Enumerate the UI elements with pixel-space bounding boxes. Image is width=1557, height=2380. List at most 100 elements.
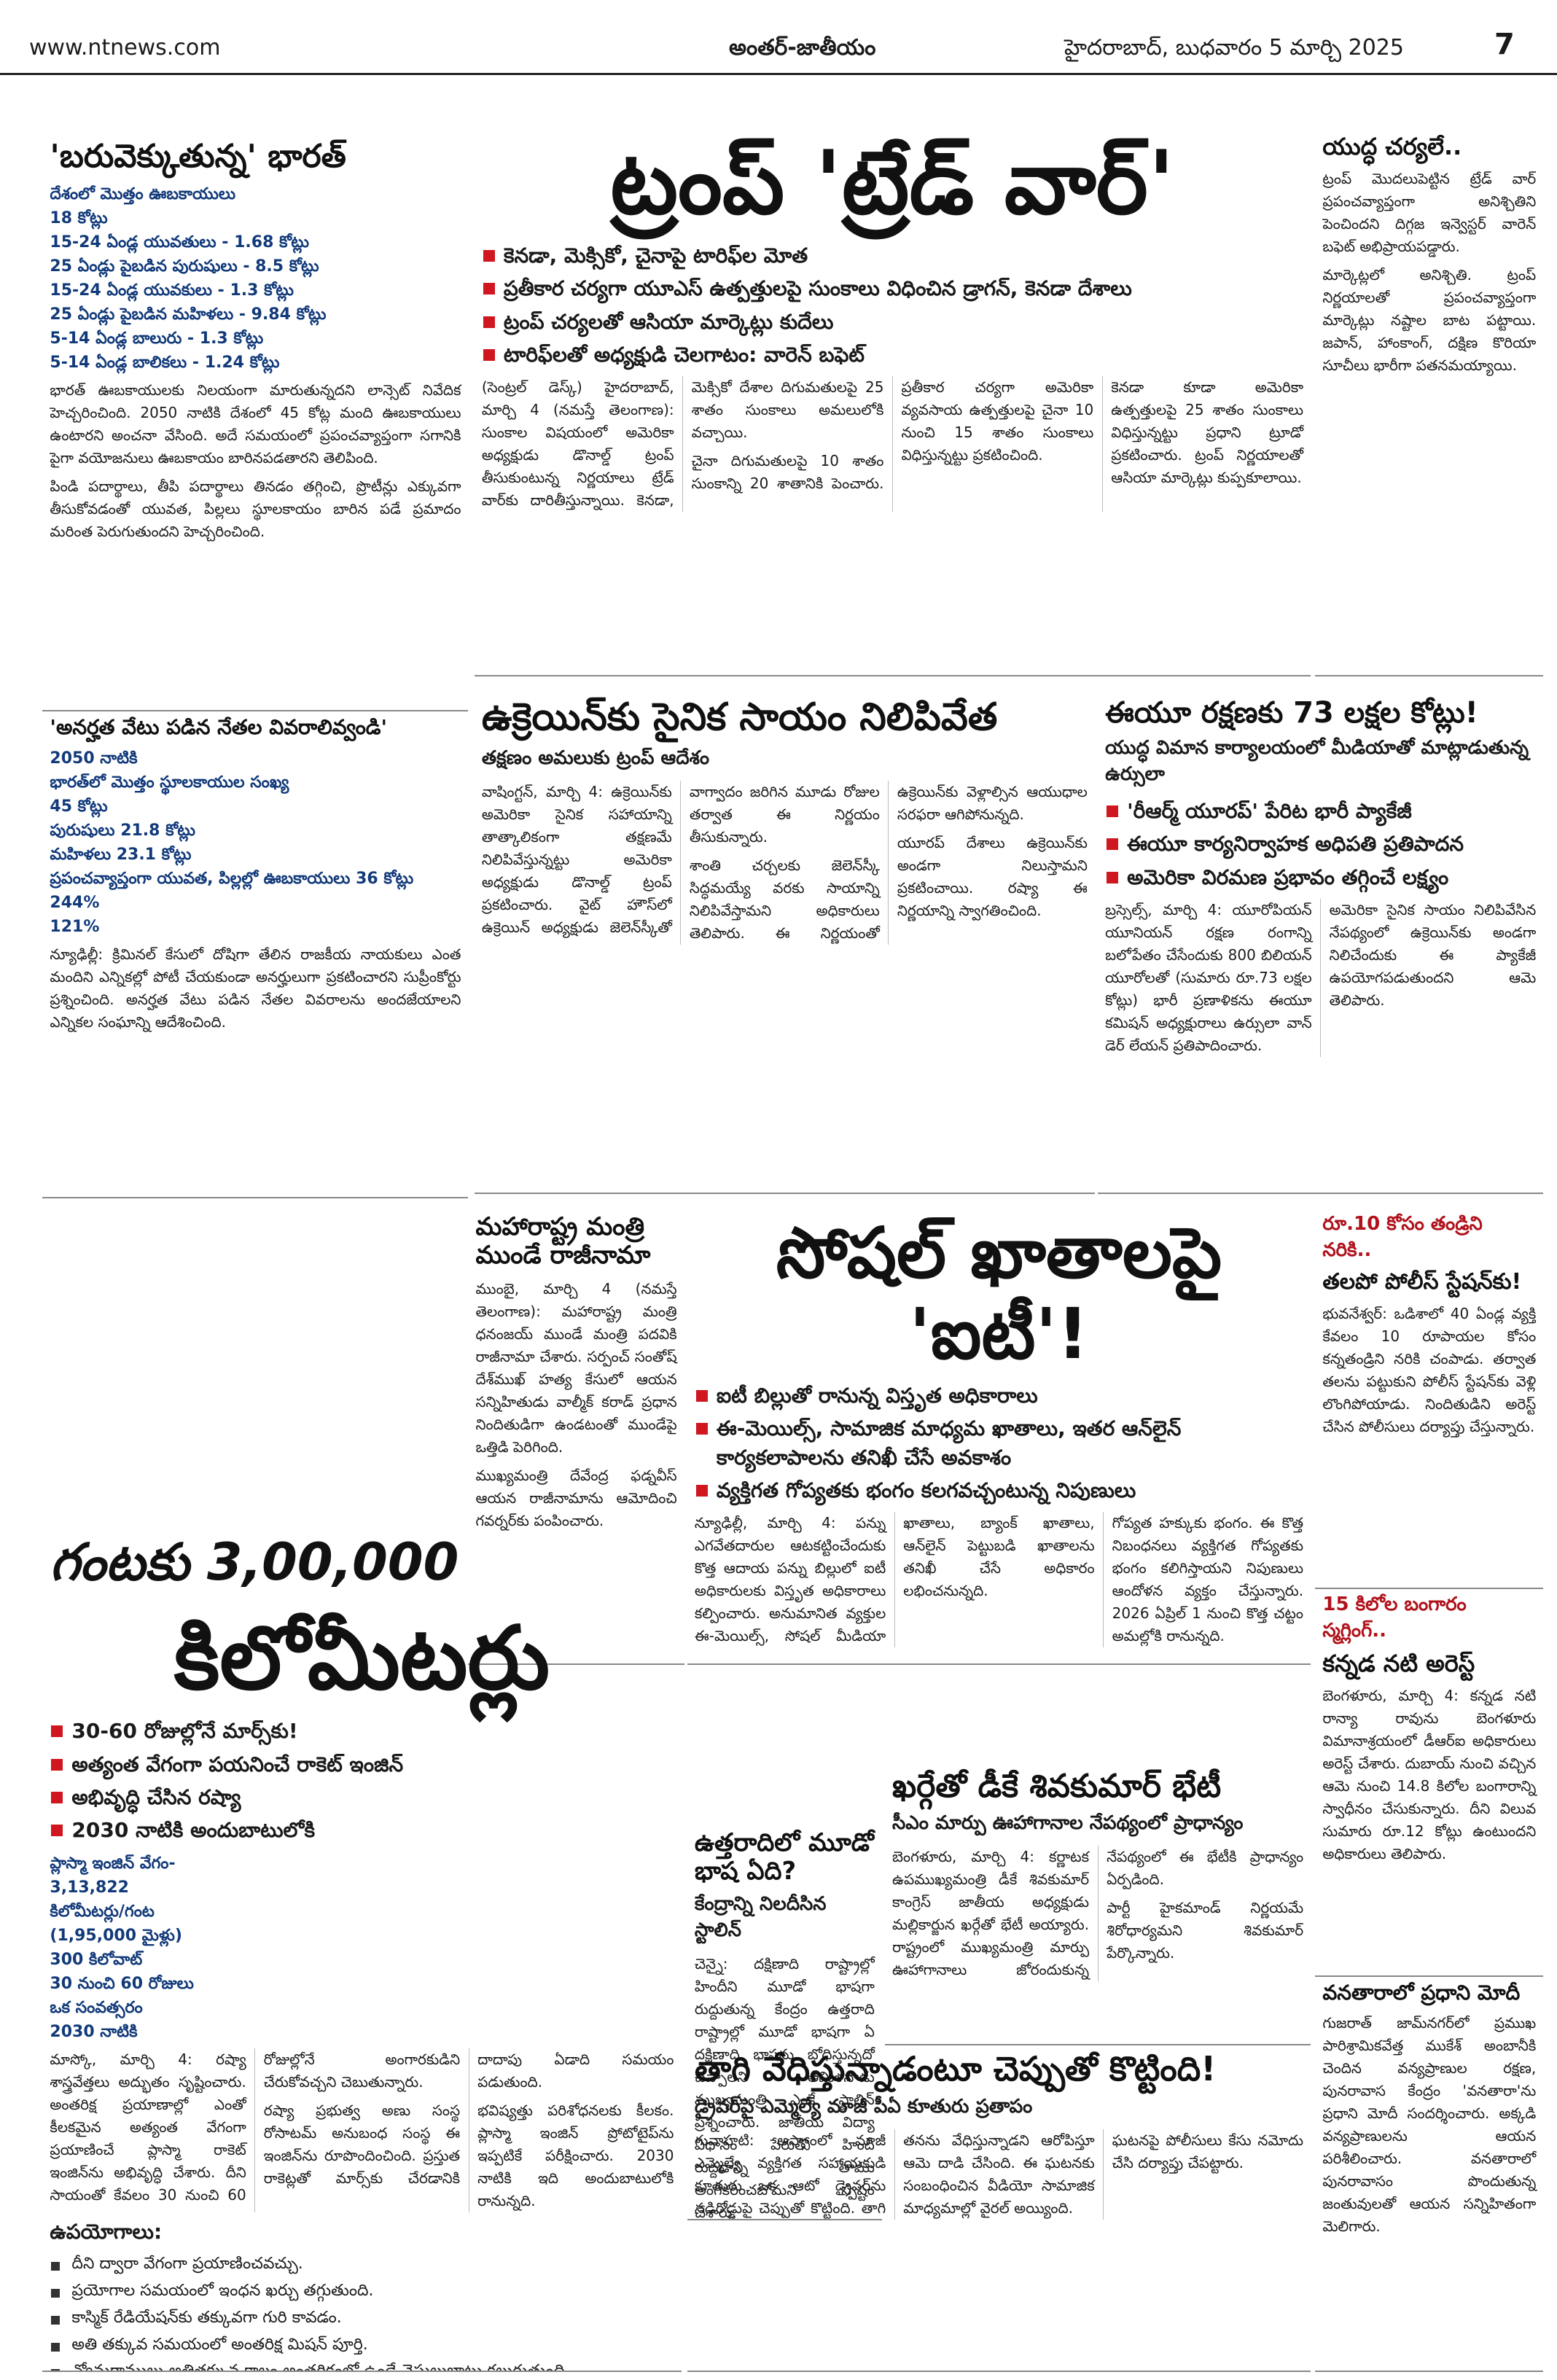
body-text: (సెంట్రల్ డెస్క్) హైదరాబాద్, మార్చి 4 (న… <box>482 376 1303 512</box>
body-text: మాస్కో, మార్చి 4: రష్యా శాస్త్రవేత్తలు అ… <box>50 2048 674 2212</box>
headline: ఉత్తరాదిలో మూడో భాష ఏది? <box>694 1828 874 1887</box>
bullet-list: 'రీఆర్మ్ యూరప్' పేరిట భారీ ప్యాకేజీ ఈయూ క… <box>1105 797 1536 891</box>
dateline: హైదరాబాద్, బుధవారం 5 మార్చి 2025 <box>1064 35 1404 61</box>
stat: మహిళలు 23.1 కోట్లు <box>50 846 192 865</box>
body-text: చెన్నై: దక్షిణాది రాష్ట్రాల్లో హిందీని మ… <box>694 1953 875 2220</box>
paragraph: అమెరికా సైనిక సాయం నిలిపివేసిన నేపథ్యంలో… <box>1329 900 1537 1009</box>
paragraph: (సెంట్రల్ డెస్క్) హైదరాబాద్, మార్చి 4 (న… <box>481 378 884 510</box>
headline: మహారాష్ట్ర మంత్రి ముండే రాజీనామా <box>475 1212 651 1271</box>
article: రూ.10 కోసం తండ్రిని నరికి.. తలపో పోలీస్ స… <box>1315 1209 1544 1589</box>
bullet: 30-60 రోజుల్లోనే మార్స్‌కు! <box>50 1717 674 1745</box>
stats: ప్లాస్మా ఇంజిన్ వేగం- 3,13,822 కిలోమీటర్లు… <box>50 1852 674 2044</box>
article: 'అనర్హత వేటు పడిన నేతల వివరాలివ్వండి' 205… <box>42 711 469 1198</box>
subhead: కేంద్రాన్ని నిలదీసిన స్టాలిన్ <box>694 1893 827 1942</box>
bullet: కెనడా, మెక్సికో, చైనాపై టారిఫ్‌ల మోత <box>482 241 1303 270</box>
headline: కన్నడ నటి అరెస్ట్ <box>1322 1649 1475 1677</box>
page-number: 7 <box>1494 28 1515 61</box>
bullet: ఈయూ కార్యనిర్వాహక అధిపతి ప్రతిపాదన <box>1105 830 1536 858</box>
list-item: దీని ద్వారా వేగంగా ప్రయాణించవచ్చు. <box>50 2253 674 2276</box>
article: 15 కిలోల బంగారం స్మగ్లింగ్.. కన్నడ నటి అర… <box>1315 1589 1544 1977</box>
body-text: బ్రస్సెల్స్, మార్చి 4: యూరోపియన్ యూనియన్… <box>1105 899 1536 1057</box>
bullet: అభివృద్ధి చేసిన రష్యా <box>50 1783 674 1811</box>
article: ఖర్గేతో డీకే శివకుమార్ భేటీ సీఎం మార్పు ఊ… <box>885 1764 1311 2045</box>
body-text: గువాహటి: అస్సాంలో మాజీ ఎమ్మెల్యే వ్యక్తి… <box>695 2129 1303 2220</box>
stat: దేశంలో మొత్తం ఊబకాయులు <box>50 185 236 204</box>
paragraph: న్యూఢిల్లీ: క్రిమినల్ కేసులో దోషిగా తేలి… <box>50 945 461 1031</box>
stat: 5-14 ఏండ్ల బాలురు - 1.3 కోట్లు <box>50 329 264 348</box>
paragraph: గువాహటి: అస్సాంలో మాజీ ఎమ్మెల్యే వ్యక్తి… <box>694 2131 1095 2217</box>
stat: 15-24 ఏండ్ల యువతులు - 1.68 కోట్లు <box>50 233 309 252</box>
bullet: ఐటీ బిల్లుతో రానున్న విస్తృత అధికారాలు <box>695 1381 1303 1410</box>
article: మహారాష్ట్ర మంత్రి ముండే రాజీనామా ముంబై, మ… <box>468 1209 684 1666</box>
stat: 300 కిలోవాట్ <box>50 1951 143 1970</box>
bullet: అమెరికా విరమణ ప్రభావం తగ్గించే లక్ష్యం <box>1105 863 1536 891</box>
body-text: ముంబై, మార్చి 4 (నమస్తే తెలంగాణ): మహారాష… <box>475 1278 676 1538</box>
paragraph: కెనడా కూడా అమెరికా ఉత్పత్తులపై 25 శాతం స… <box>1111 378 1304 487</box>
bullet: ప్రతీకార చర్యగా యూఎస్ ఉత్పత్తులపై సుంకాల… <box>482 274 1303 303</box>
stat: పురుషులు 21.8 కోట్లు <box>50 822 196 840</box>
paragraph: మార్కెట్లలో అనిశ్చితి. ట్రంప్ నిర్ణయాలతో… <box>1322 266 1537 375</box>
page-header: www.ntnews.com అంతర్-జాతీయం హైదరాబాద్, బ… <box>0 0 1557 75</box>
article: తాగి వేధిస్తున్నాడంటూ చెప్పుతో కొట్టింది… <box>687 2045 1311 2373</box>
body-text: న్యూఢిల్లీ: క్రిమినల్ కేసులో దోషిగా తేలి… <box>50 943 461 1039</box>
paragraph: ముఖ్యమంత్రి దేవేంద్ర ఫడ్నవీస్ ఆయన రాజీనా… <box>475 1466 677 1529</box>
stat: 5-14 ఏండ్ల బాలికలు - 1.24 కోట్లు <box>50 354 280 372</box>
section: అంతర్-జాతీయం <box>729 35 876 61</box>
stat: కిలోమీటర్లు/గంట <box>50 1903 155 1921</box>
stats: దేశంలో మొత్తం ఊబకాయులు 18 కోట్లు 15-24 ఏండ… <box>50 182 461 375</box>
stat: 25 ఏండ్లు పైబడిన పురుషులు - 8.5 కోట్లు <box>50 257 319 276</box>
paragraph: వాషింగ్టన్, మార్చి 4: ఉక్రెయిన్‌కు అమెరి… <box>481 782 880 936</box>
stat: 2050 నాటికి <box>50 749 138 768</box>
paragraph: బెంగళూరు, మార్చి 4: కన్నడ నటి రాన్యా రావ… <box>1322 1686 1537 1862</box>
paragraph: భారత్ ఊబకాయులకు నిలయంగా మారుతున్నదని లాన… <box>50 381 461 467</box>
bullet-list: కెనడా, మెక్సికో, చైనాపై టారిఫ్‌ల మోత ప్రత… <box>482 241 1303 369</box>
stat: 121% <box>50 918 100 937</box>
paragraph: ముంబై, మార్చి 4 (నమస్తే తెలంగాణ): మహారాష… <box>475 1279 677 1456</box>
headline: 'అనర్హత వేటు పడిన నేతల వివరాలివ్వండి' <box>50 715 388 740</box>
article: యుద్ధ చర్యలే.. ట్రంప్ మొదలుపెట్టిన ట్రేడ్… <box>1315 129 1544 677</box>
headline: తలపో పోలీస్ స్టేషన్‌కు! <box>1322 1269 1522 1295</box>
paragraph: రష్యా ప్రభుత్వ అణు సంస్థ రోసాటమ్ అనుబంధ … <box>263 2051 674 2188</box>
paragraph: చెన్నై: దక్షిణాది రాష్ట్రాల్లో హిందీని మ… <box>694 1955 875 2220</box>
article: వనతారాలో ప్రధాని మోదీ గుజరాత్‌ జామ్‌నగర్‌… <box>1315 1977 1544 2373</box>
bullet: అత్యంత వేగంగా పయనించే రాకెట్ ఇంజిన్ <box>50 1750 674 1779</box>
headline: ఉక్రెయిన్‌కు సైనిక సాయం నిలిపివేత <box>481 695 998 740</box>
article: ఉత్తరాదిలో మూడో భాష ఏది? కేంద్రాన్ని నిలద… <box>687 1825 882 2220</box>
paragraph: పిండి పదార్థాలు, తీపి పదార్థాలు తినడం తగ… <box>50 477 461 541</box>
article: ట్రంప్ 'ట్రేడ్ వార్' కెనడా, మెక్సికో, చైన… <box>474 129 1311 677</box>
stat: 18 కోట్లు <box>50 209 108 228</box>
body-text: న్యూఢిల్లీ, మార్చి 4: పన్ను ఎగవేతదారుల ఆ… <box>695 1512 1303 1647</box>
headline: ఖర్గేతో డీకే శివకుమార్ భేటీ <box>892 1767 1222 1805</box>
bullet: 'రీఆర్మ్ యూరప్' పేరిట భారీ ప్యాకేజీ <box>1105 797 1536 825</box>
body-text: భువనేశ్వర్: ఒడిశాలో 40 ఏండ్ల వ్యక్తి కేవ… <box>1322 1303 1536 1444</box>
stats: 2050 నాటికి భారత్‌లో మొత్తం స్థూలకాయుల సం… <box>50 746 461 939</box>
paragraph: ట్రంప్ మొదలుపెట్టిన ట్రేడ్ వార్ ప్రపంచవ్… <box>1322 170 1537 256</box>
article: సోషల్ ఖాతాలపై 'ఐటీ'! ఐటీ బిల్లుతో రానున్న… <box>687 1209 1311 1666</box>
stat: 30 నుంచి 60 రోజులు <box>50 1975 194 1994</box>
bullet-list: 30-60 రోజుల్లోనే మార్స్‌కు! అత్యంత వేగంగా… <box>50 1717 674 1844</box>
stat: 45 కోట్లు <box>50 797 108 816</box>
stat: ప్రపంచవ్యాప్తంగా యువత, పిల్లల్లో ఊబకాయుల… <box>50 870 414 889</box>
stat: ఒక సంవత్సరం <box>50 1999 143 2018</box>
stat: 2030 నాటికి <box>50 2023 138 2042</box>
article: ఈయూ రక్షణకు 73 లక్షల కోట్లు! యుద్ధ విమాన … <box>1098 692 1544 1194</box>
paragraph: పార్టీ హైకమాండ్ నిర్ణయమే శిరోధార్యమని శి… <box>1107 1899 1304 1962</box>
subhead: తక్షణం అమలుకు ట్రంప్ ఆదేశం <box>481 746 710 769</box>
stat: 244% <box>50 894 100 913</box>
site: www.ntnews.com <box>29 35 221 61</box>
paragraph: శాంతి చర్చలకు జెలెన్‌స్కీ సిద్ధమయ్యే వరక… <box>689 782 1088 942</box>
headline: సోషల్ ఖాతాలపై 'ఐటీ'! <box>776 1212 1222 1375</box>
subhead: డ్రైవర్‌పై ఎమ్మెల్యే మాజీ పీఏ కూతురు ప్ర… <box>694 2095 1033 2118</box>
list-item: ప్రయోగాల సమయంలో ఇంధన ఖర్చు తగ్గుతుంది. <box>50 2280 674 2303</box>
article: గంటకు 3,00,000 కిలోమీటర్లు 30-60 రోజుల్లోన… <box>42 1528 682 2373</box>
headline: వనతారాలో ప్రధాని మోదీ <box>1322 1980 1521 2005</box>
headline: కిలోమీటర్లు <box>173 1608 550 1710</box>
bullet: ఈ-మెయిల్స్, సామాజిక మాధ్యమ ఖాతాలు, ఇతర ఆ… <box>695 1414 1303 1471</box>
stat: ప్లాస్మా ఇంజిన్ వేగం- <box>50 1854 176 1873</box>
subhead: సీఎం మార్పు ఊహాగానాల నేపథ్యంలో ప్రాధాన్య… <box>892 1812 1244 1835</box>
bullet: వ్యక్తిగత గోప్యతకు భంగం కలగవచ్చంటున్న ని… <box>695 1476 1303 1505</box>
kicker: రూ.10 కోసం తండ్రిని నరికి.. <box>1322 1213 1483 1262</box>
body-text: వాషింగ్టన్, మార్చి 4: ఉక్రెయిన్‌కు అమెరి… <box>482 781 1088 945</box>
paragraph: మాస్కో, మార్చి 4: రష్యా శాస్త్రవేత్తలు అ… <box>50 2051 461 2204</box>
